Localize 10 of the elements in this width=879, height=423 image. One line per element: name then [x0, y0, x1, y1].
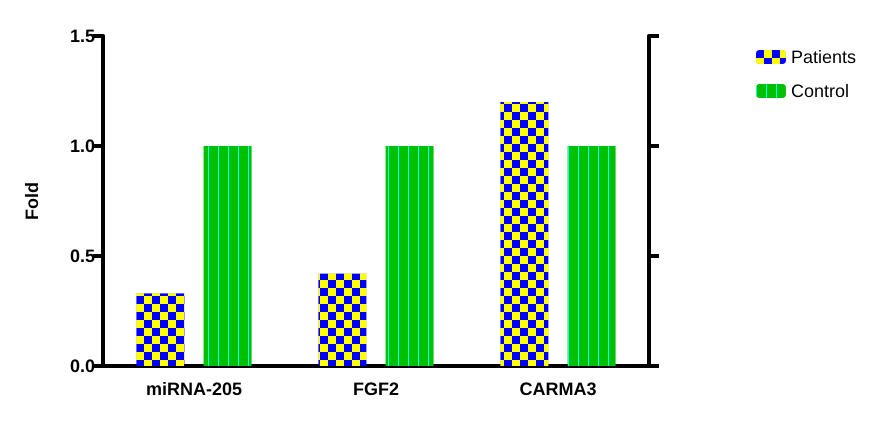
y-tick-label: 0.5: [70, 246, 95, 266]
y-tick-label: 1.0: [70, 136, 95, 156]
x-tick-label: miRNA-205: [146, 379, 242, 399]
y-tick-label: 1.5: [70, 26, 95, 46]
y-tick-label: 0.0: [70, 356, 95, 376]
legend-label: Patients: [790, 47, 856, 67]
x-tick-label: CARMA3: [519, 379, 597, 399]
legend-label: Control: [790, 81, 849, 101]
x-tick-label: FGF2: [352, 379, 400, 399]
y-axis-title: Fold: [22, 182, 42, 220]
